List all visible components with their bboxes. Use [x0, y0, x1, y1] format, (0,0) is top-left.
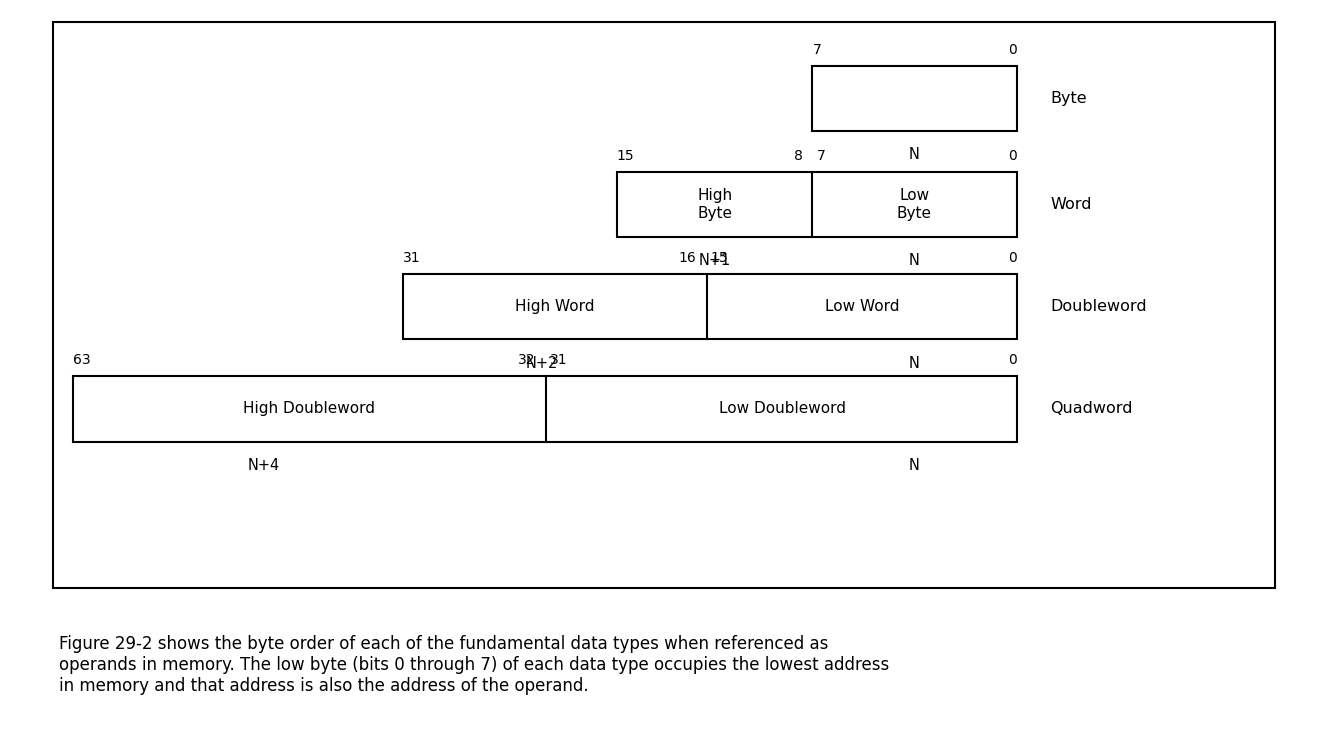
Text: N: N	[909, 356, 919, 371]
Text: High
Byte: High Byte	[697, 188, 732, 220]
Text: 32: 32	[518, 353, 535, 367]
Text: 0: 0	[1008, 43, 1017, 57]
Text: 16: 16	[679, 251, 696, 265]
Text: High Word: High Word	[515, 299, 594, 314]
Text: 7: 7	[812, 43, 822, 57]
Text: 15: 15	[711, 251, 728, 265]
Bar	[403, 274, 1017, 339]
Bar	[53, 22, 1275, 588]
Text: 15: 15	[617, 149, 634, 163]
Text: Low Doubleword: Low Doubleword	[719, 402, 845, 416]
Text: N+1: N+1	[699, 253, 731, 269]
Text: N: N	[909, 253, 919, 269]
Text: N: N	[909, 458, 919, 473]
Text: 0: 0	[1008, 149, 1017, 163]
Text: Byte: Byte	[1050, 91, 1087, 106]
Text: N: N	[909, 147, 919, 163]
Text: Quadword: Quadword	[1050, 402, 1132, 416]
Text: N+2: N+2	[526, 356, 557, 371]
Text: 63: 63	[73, 353, 90, 367]
Text: Low
Byte: Low Byte	[897, 188, 931, 220]
Text: 31: 31	[403, 251, 420, 265]
Text: N+4: N+4	[248, 458, 280, 473]
Text: Figure 29-2 shows the byte order of each of the fundamental data types when refe: Figure 29-2 shows the byte order of each…	[59, 635, 890, 695]
Text: 7: 7	[816, 149, 826, 163]
Bar	[73, 376, 1017, 442]
Text: 0: 0	[1008, 251, 1017, 265]
Text: 0: 0	[1008, 353, 1017, 367]
Text: Doubleword: Doubleword	[1050, 299, 1147, 314]
Bar	[617, 172, 1017, 237]
Text: Word: Word	[1050, 197, 1091, 212]
Text: 31: 31	[550, 353, 567, 367]
Text: High Doubleword: High Doubleword	[243, 402, 375, 416]
Text: 8: 8	[794, 149, 803, 163]
Bar	[812, 66, 1017, 131]
Text: Low Word: Low Word	[826, 299, 900, 314]
